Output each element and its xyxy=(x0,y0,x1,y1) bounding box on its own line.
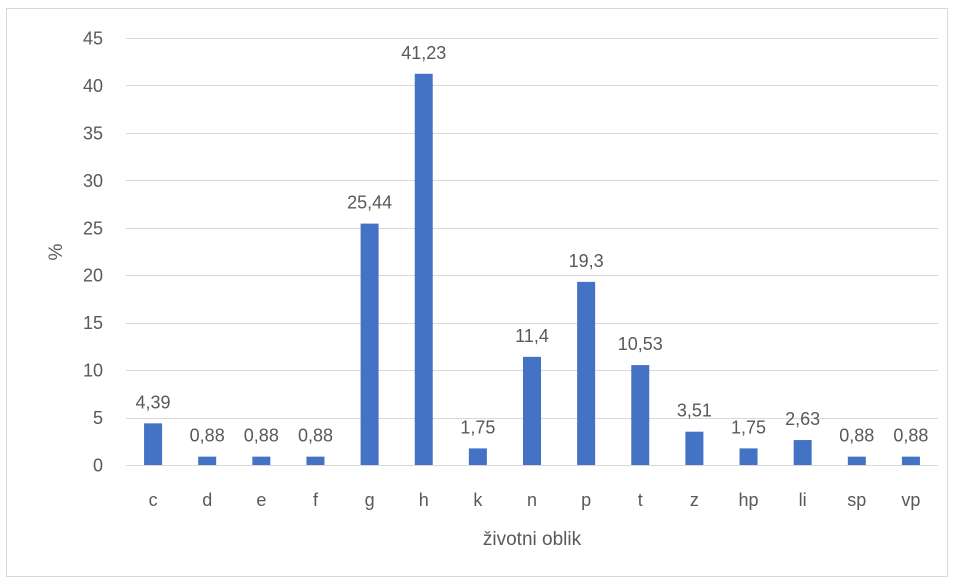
bar-li xyxy=(793,440,812,465)
bar-hp xyxy=(739,448,758,465)
data-label-g: 25,44 xyxy=(347,193,392,213)
y-tick-label-45: 45 xyxy=(83,29,103,49)
bar-h xyxy=(414,73,433,466)
bar-z xyxy=(685,431,704,465)
data-label-sp: 0,88 xyxy=(839,426,874,446)
data-label-e: 0,88 xyxy=(244,426,279,446)
x-tick-label-hp: hp xyxy=(739,490,759,510)
data-label-h: 41,23 xyxy=(401,43,446,63)
x-tick-label-e: e xyxy=(256,490,266,510)
x-tick-label-g: g xyxy=(365,490,375,510)
y-tick-label-35: 35 xyxy=(83,123,103,143)
x-tick-label-sp: sp xyxy=(847,490,866,510)
data-label-f: 0,88 xyxy=(298,426,333,446)
bars xyxy=(144,73,920,466)
x-tick-label-z: z xyxy=(690,490,699,510)
bar-vp xyxy=(901,456,920,465)
y-axis-title: % xyxy=(46,243,67,260)
y-tick-label-20: 20 xyxy=(83,266,103,286)
bar-k xyxy=(468,448,487,465)
bar-p xyxy=(577,281,596,465)
x-tick-label-p: p xyxy=(581,490,591,510)
bar-c xyxy=(144,423,163,465)
data-labels: 4,39 0,88 0,88 0,88 25,44 41,23 1,75 11,4 19,3 10… xyxy=(136,43,929,446)
data-label-d: 0,88 xyxy=(190,426,225,446)
chart-border xyxy=(6,8,948,577)
data-label-t: 10,53 xyxy=(618,334,663,354)
x-tick-label-n: n xyxy=(527,490,537,510)
x-axis-title: životni oblik xyxy=(483,529,582,550)
x-tick-label-c: c xyxy=(149,490,158,510)
x-tick-label-vp: vp xyxy=(901,490,920,510)
data-label-vp: 0,88 xyxy=(893,426,928,446)
bar-e xyxy=(252,456,271,465)
bar-g xyxy=(360,223,379,465)
data-label-c: 4,39 xyxy=(136,392,171,412)
x-tick-label-h: h xyxy=(419,490,429,510)
x-tick-labels: c d e f g h k n p t z hp li sp vp xyxy=(149,490,921,510)
data-label-n: 11,4 xyxy=(515,326,549,346)
x-tick-label-f: f xyxy=(313,490,319,510)
data-label-li: 2,63 xyxy=(785,409,820,429)
data-label-p: 19,3 xyxy=(569,251,604,271)
data-label-k: 1,75 xyxy=(460,417,495,437)
y-tick-label-5: 5 xyxy=(93,408,103,428)
bar-sp xyxy=(847,456,866,465)
bar-d xyxy=(198,456,217,465)
y-tick-label-15: 15 xyxy=(83,313,103,333)
bar-f xyxy=(306,456,325,465)
y-tick-label-0: 0 xyxy=(93,456,103,476)
y-tick-label-25: 25 xyxy=(83,218,103,238)
gridlines xyxy=(126,38,938,466)
x-tick-label-k: k xyxy=(473,490,483,510)
data-label-hp: 1,75 xyxy=(731,417,766,437)
y-tick-label-10: 10 xyxy=(83,361,103,381)
y-tick-label-40: 40 xyxy=(83,76,103,96)
x-tick-label-d: d xyxy=(202,490,212,510)
bar-t xyxy=(631,365,650,465)
data-label-z: 3,51 xyxy=(677,401,712,421)
x-tick-label-li: li xyxy=(799,490,807,510)
y-tick-label-30: 30 xyxy=(83,171,103,191)
bar-n xyxy=(523,356,541,465)
y-tick-labels: 0 5 10 15 20 25 30 35 40 45 xyxy=(83,29,103,476)
x-tick-label-t: t xyxy=(638,490,643,510)
